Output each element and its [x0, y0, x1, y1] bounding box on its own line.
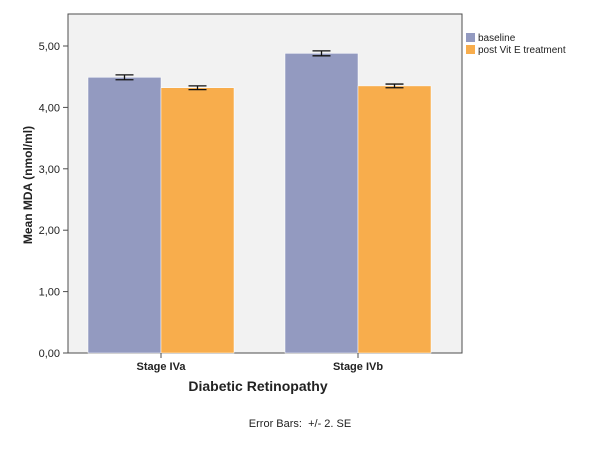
y-tick-label: 1,00 [39, 287, 60, 299]
y-axis-label: Mean MDA (nmol/ml) [21, 126, 35, 244]
y-tick-label: 4,00 [39, 102, 60, 114]
legend-label-post-treatment: post Vit E treatment [478, 45, 566, 56]
y-tick-label: 3,00 [39, 164, 60, 176]
bar-post-treatment-2 [357, 85, 432, 354]
error-bar [188, 85, 207, 91]
x-axis-label: Diabetic Retinopathy [188, 378, 327, 394]
error-bars-note: Error Bars: +/- 2. SE [249, 418, 351, 430]
error-bar [115, 74, 134, 81]
error-bar [385, 83, 404, 89]
legend-label-baseline: baseline [478, 33, 516, 44]
legend-swatch-baseline [466, 33, 475, 42]
bar-post-treatment-1 [160, 87, 235, 354]
bar-baseline-1 [87, 77, 162, 354]
x-tick-label: Stage IVb [333, 361, 383, 373]
x-tick-label: Stage IVa [137, 361, 187, 373]
legend-swatch-post-treatment [466, 45, 475, 54]
y-tick-label: 5,00 [39, 41, 60, 53]
y-axis: 0,00 1,00 2,00 3,00 4,00 5,00 [39, 41, 68, 360]
x-axis: Stage IVa Stage IVb [137, 353, 383, 373]
y-tick-label: 0,00 [39, 348, 60, 360]
error-bar [312, 50, 331, 57]
bar-baseline-2 [284, 53, 359, 354]
bars-layer [87, 50, 432, 354]
y-tick-label: 2,00 [39, 225, 60, 237]
